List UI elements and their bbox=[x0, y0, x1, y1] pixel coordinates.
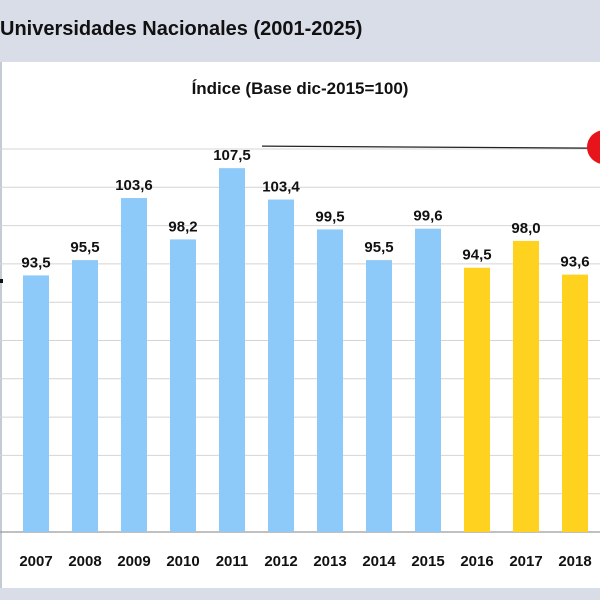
bar-2014 bbox=[366, 260, 392, 532]
bar-2010 bbox=[170, 239, 196, 532]
bar-2018 bbox=[562, 274, 588, 532]
x-tick-2016: 2016 bbox=[460, 553, 493, 570]
bar-2016 bbox=[464, 267, 490, 532]
x-tick-2011: 2011 bbox=[216, 553, 249, 570]
x-tick-2017: 2017 bbox=[509, 553, 542, 570]
bar-2007 bbox=[23, 275, 49, 532]
gridlines bbox=[0, 148, 600, 533]
chart-subtitle: Índice (Base dic-2015=100) bbox=[192, 79, 409, 98]
value-label-2011: 107,5 bbox=[213, 147, 251, 164]
x-tick-2008: 2008 bbox=[68, 553, 101, 570]
x-tick-2007: 2007 bbox=[19, 553, 52, 570]
x-tick-labels: 6200720082009201020112012201320142015201… bbox=[19, 553, 591, 570]
title-bar: Universidades Nacionales (2001-2025) bbox=[0, 0, 600, 62]
value-label-2017: 98,0 bbox=[511, 220, 540, 237]
x-tick-2010: 2010 bbox=[166, 553, 199, 570]
bar-2015 bbox=[415, 228, 441, 532]
x-tick-2012: 2012 bbox=[264, 553, 297, 570]
value-label-2015: 99,6 bbox=[413, 208, 442, 225]
x-tick-2018: 2018 bbox=[558, 553, 591, 570]
bar-2008 bbox=[72, 260, 98, 532]
reference-line bbox=[261, 145, 591, 149]
value-label-2009: 103,6 bbox=[115, 177, 153, 194]
bar-2013 bbox=[317, 229, 343, 532]
bars bbox=[23, 168, 588, 533]
left-edge bbox=[0, 62, 2, 588]
reference-line-group bbox=[261, 130, 600, 164]
bar-2011 bbox=[219, 168, 245, 532]
bar-2009 bbox=[121, 198, 147, 533]
x-tick-2013: 2013 bbox=[313, 553, 346, 570]
clipped-label-fragment bbox=[0, 279, 3, 283]
x-tick-2015: 2015 bbox=[411, 553, 444, 570]
value-label-2008: 95,5 bbox=[70, 239, 99, 256]
bar-2012 bbox=[268, 199, 294, 532]
highlight-marker bbox=[587, 130, 600, 164]
bar-2017 bbox=[513, 240, 539, 533]
value-label-2013: 99,5 bbox=[315, 208, 344, 225]
value-labels: 93,5 95,5 103,6 98,2 107,5 103,4 99,5 95,5 99,6 9… bbox=[0, 147, 590, 283]
chart-title: Universidades Nacionales (2001-2025) bbox=[0, 18, 363, 40]
value-label-2007: 93,5 bbox=[21, 254, 50, 271]
value-label-2014: 95,5 bbox=[364, 239, 393, 256]
value-label-2010: 98,2 bbox=[168, 218, 197, 235]
value-label-2018: 93,6 bbox=[560, 254, 589, 271]
bottom-bar bbox=[0, 588, 600, 600]
x-tick-2014: 2014 bbox=[362, 553, 396, 570]
bar-chart: Índice (Base dic-2015=100) 93,5 95,5 103,6… bbox=[0, 79, 600, 570]
x-tick-2009: 2009 bbox=[117, 553, 150, 570]
value-label-2016: 94,5 bbox=[462, 247, 491, 264]
value-label-2012: 103,4 bbox=[262, 179, 300, 196]
